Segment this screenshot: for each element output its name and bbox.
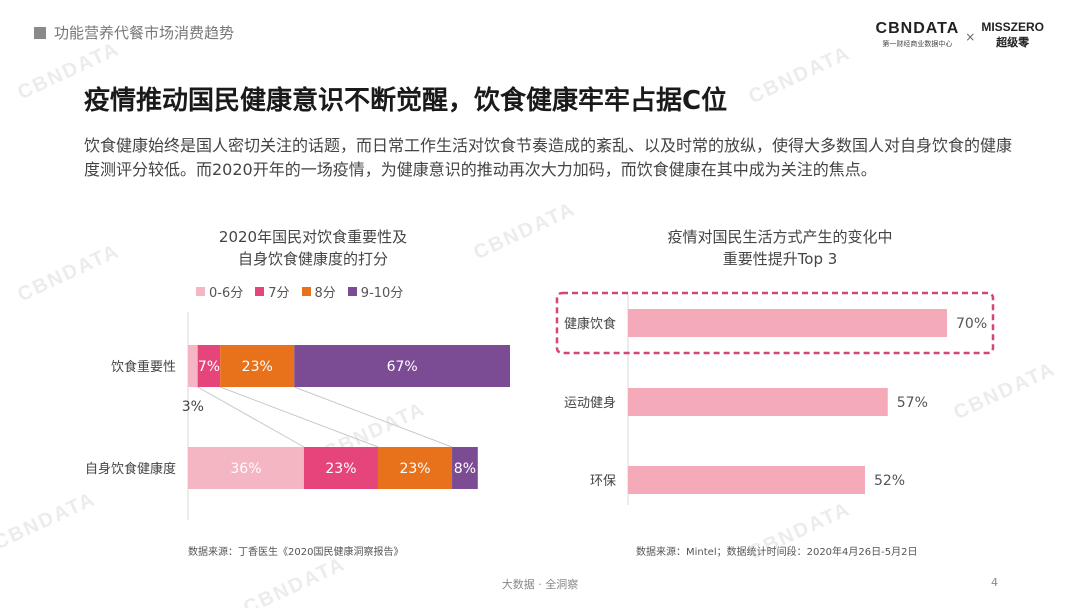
cbndata-logo-sub: 第一财经商业数据中心 <box>882 40 953 48</box>
bar-segment <box>303 447 378 489</box>
section-tag-label: 功能营养代餐市场消费趋势 <box>54 24 235 42</box>
data-label: 67% <box>387 359 418 375</box>
data-label: 8% <box>454 461 476 477</box>
misszero-logo-name: MISSZERO <box>981 20 1044 34</box>
data-label: 23% <box>242 359 273 375</box>
left-chart-source: 数据来源：丁香医生《2020国民健康洞察报告》 <box>188 547 404 558</box>
data-label: 23% <box>325 461 356 477</box>
data-label: 3% <box>182 399 204 415</box>
page-title: 疫情推动国民健康意识不断觉醒，饮食健康牢牢占据C位 <box>84 86 728 116</box>
legend-swatch <box>347 287 357 296</box>
right-chart-source: 数据来源：Mintel；数据统计时间段：2020年4月26日-5月2日 <box>636 547 918 558</box>
left-chart-title-line2: 自身饮食健康度的打分 <box>237 250 388 268</box>
legend-label: 7分 <box>268 286 290 301</box>
intro-paragraph: 饮食健康始终是国人密切关注的话题，而日常工作生活对饮食节奏造成的紊乱、以及时常的… <box>84 136 1013 179</box>
right-chart-title-line1: 疫情对国民生活方式产生的变化中 <box>667 228 893 246</box>
data-label: 36% <box>230 461 261 477</box>
legend-swatch <box>196 287 205 296</box>
section-square-icon <box>34 26 46 39</box>
category-label: 饮食重要性 <box>111 359 176 375</box>
left-chart-title-line1: 2020年国民对饮食重要性及 <box>218 228 408 246</box>
bar-segment <box>188 447 304 489</box>
legend-label: 9-10分 <box>360 286 404 301</box>
misszero-logo: MISSZERO 超级零 <box>981 20 1044 50</box>
data-label: 70% <box>956 316 987 332</box>
legend-label: 0-6分 <box>209 286 244 301</box>
section-tag: 功能营养代餐市场消费趋势 <box>34 22 234 43</box>
footer-slogan: 大数据 · 全洞察 <box>501 578 579 591</box>
legend-item: 8分 <box>301 282 336 301</box>
left-chart-title: 2020年国民对饮食重要性及 自身饮食健康度的打分 <box>148 226 478 270</box>
bar-segment <box>197 345 221 387</box>
bar-segment <box>220 345 295 387</box>
category-label: 环保 <box>590 474 616 489</box>
bar-segment <box>188 345 198 387</box>
page-number: 4 <box>991 576 998 589</box>
misszero-logo-sub: 超级零 <box>996 36 1030 49</box>
legend-label: 8分 <box>314 286 336 301</box>
bar-segment <box>377 447 453 489</box>
category-label: 健康饮食 <box>564 316 616 332</box>
right-chart-title-line2: 重要性提升Top 3 <box>722 250 838 268</box>
data-label: 23% <box>399 461 430 477</box>
data-label: 7% <box>198 359 220 375</box>
bar <box>628 466 865 494</box>
bar-segment <box>294 345 510 387</box>
legend-swatch <box>255 287 265 296</box>
data-label: 52% <box>874 473 905 489</box>
cbndata-logo: CBNDATA 第一财经商业数据中心 <box>876 20 960 49</box>
legend-item: 9-10分 <box>347 282 404 301</box>
bar-segment <box>452 447 478 489</box>
chart-legend: 0-6分 7分 8分 9-10分 <box>196 282 403 301</box>
legend-item: 7分 <box>255 282 290 301</box>
brand-logos: CBNDATA 第一财经商业数据中心 × MISSZERO 超级零 <box>876 20 1044 50</box>
brand-times: × <box>965 30 976 44</box>
category-label: 自身饮食健康度 <box>85 461 176 477</box>
connector-line <box>294 386 453 448</box>
connector-line <box>197 386 305 448</box>
right-chart-title: 疫情对国民生活方式产生的变化中 重要性提升Top 3 <box>615 226 945 270</box>
connector-line <box>220 386 379 448</box>
legend-swatch <box>301 287 311 296</box>
bar <box>628 309 947 337</box>
legend-item: 0-6分 <box>196 282 243 301</box>
highlight-box <box>555 291 995 355</box>
category-label: 运动健身 <box>564 395 616 411</box>
bar <box>628 388 888 416</box>
cbndata-logo-name: CBNDATA <box>875 20 960 37</box>
data-label: 57% <box>897 395 928 411</box>
